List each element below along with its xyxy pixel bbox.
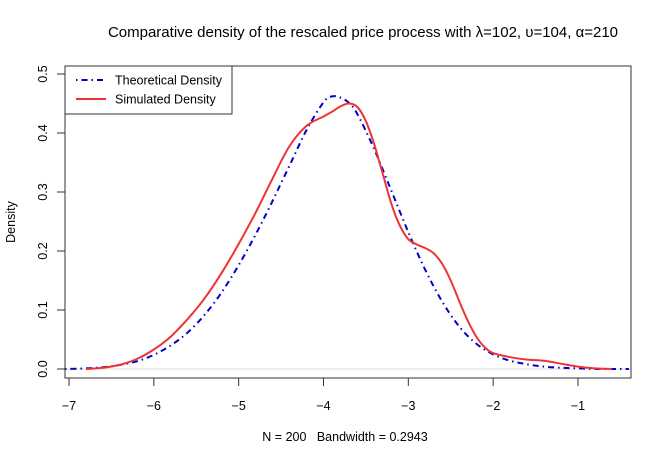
y-tick-label: 0.0 [36,360,50,377]
legend: Theoretical Density Simulated Density [64,65,233,115]
x-tick-label: −2 [486,399,500,413]
y-axis: 0.0 0.1 0.2 0.3 0.4 0.5 [36,65,66,378]
theoretical-density-line [64,95,629,371]
y-tick-label: 0.2 [36,242,50,259]
y-tick-label: 0.5 [36,65,50,82]
y-tick-label: 0.4 [36,124,50,141]
y-tick-label: 0.1 [36,301,50,318]
legend-label-simulated: Simulated Density [115,93,216,107]
chart-title: Comparative density of the rescaled pric… [108,24,618,41]
simulated-density-line [85,102,612,370]
x-tick-label: −5 [232,399,246,413]
legend-box [64,65,233,115]
x-tick-label: −1 [571,399,585,413]
x-tick-label: −4 [316,399,330,413]
x-tick-label: −7 [62,399,76,413]
y-tick-label: 0.3 [36,183,50,200]
y-axis-title: Density [4,200,18,242]
legend-label-theoretical: Theoretical Density [115,74,223,88]
x-axis: −7 −6 −5 −4 −3 −2 −1 [62,377,585,413]
x-tick-label: −6 [147,399,161,413]
x-tick-label: −3 [401,399,415,413]
x-axis-title: N = 200 Bandwidth = 0.2943 [262,430,427,444]
